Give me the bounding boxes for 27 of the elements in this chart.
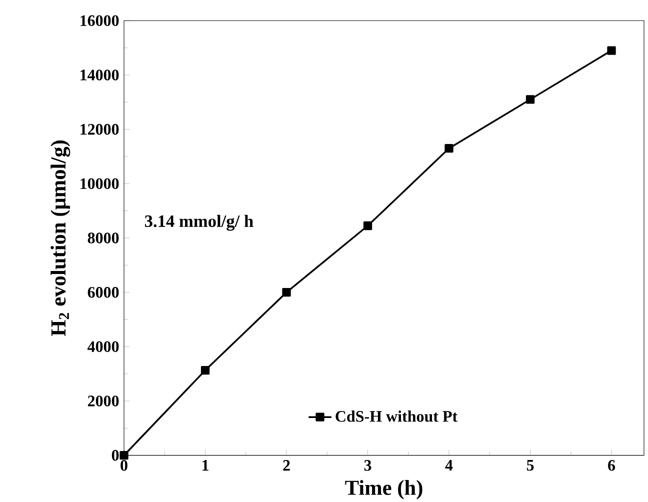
y-tick-label: 10000 <box>80 178 119 190</box>
y-tick-label: 8000 <box>88 232 119 244</box>
y-tick-label: 0 <box>112 450 119 461</box>
x-tick-label: 0 <box>120 460 128 471</box>
point <box>526 95 535 104</box>
x-tick-label: 1 <box>202 460 208 471</box>
x-tick-label: 3 <box>364 460 372 471</box>
point <box>363 221 372 230</box>
point <box>282 288 291 297</box>
annotation: 3.14 mmol/g/ h <box>144 214 254 231</box>
x-tick-label: 5 <box>526 460 534 471</box>
y-tick-label: 14000 <box>80 70 119 80</box>
x-axis-title: Time (h) <box>345 480 422 500</box>
y-tick-label: 4000 <box>88 341 119 352</box>
point <box>607 46 616 55</box>
y-axis-title: H$_{2}$ evolution (μmol/g) <box>50 140 70 336</box>
point <box>200 366 210 375</box>
x-tick-label: 6 <box>608 460 616 471</box>
point <box>120 450 128 460</box>
y-tick-label: 12000 <box>80 124 119 135</box>
x-tick-label: 4 <box>445 460 453 471</box>
y-tick-label: 2000 <box>88 396 119 406</box>
y-tick-label: 6000 <box>88 286 119 298</box>
x-tick-label: 2 <box>283 460 290 471</box>
y-tick-label: 16000 <box>80 15 119 26</box>
legend-label: CdS-H without Pt <box>336 410 458 422</box>
point <box>444 144 454 153</box>
